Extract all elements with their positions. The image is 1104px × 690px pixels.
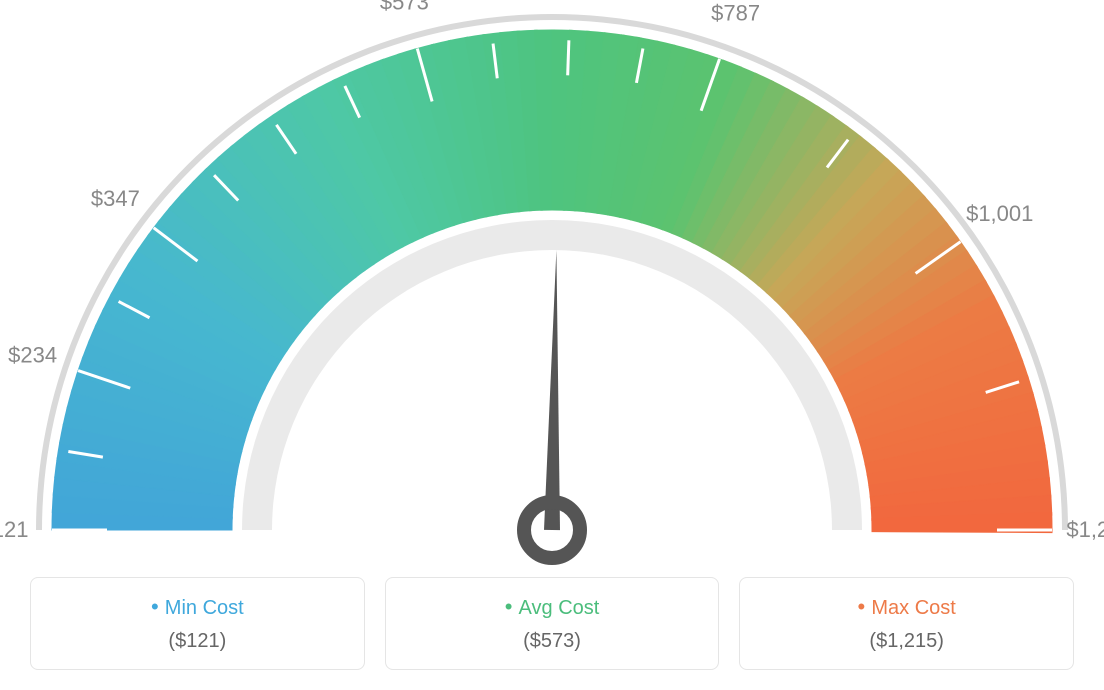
legend-min-card: Min Cost ($121) (30, 577, 365, 670)
legend-row: Min Cost ($121) Avg Cost ($573) Max Cost… (30, 577, 1074, 670)
legend-max-card: Max Cost ($1,215) (739, 577, 1074, 670)
legend-min-value: ($121) (51, 630, 344, 653)
legend-avg-card: Avg Cost ($573) (385, 577, 720, 670)
legend-max-value: ($1,215) (760, 630, 1053, 653)
gauge-tick-label: $347 (91, 186, 140, 211)
gauge-svg: $121 $234 $347 $573 $787 $1,001 $1,215 (0, 0, 1104, 580)
legend-avg-title: Avg Cost (406, 594, 699, 620)
gauge-tick-label: $1,215 (1066, 517, 1104, 542)
gauge-tick-label: $1,001 (966, 201, 1033, 226)
legend-max-title: Max Cost (760, 594, 1053, 620)
gauge-tick-label: $121 (0, 517, 28, 542)
gauge-tick-label: $234 (8, 342, 57, 367)
legend-min-title: Min Cost (51, 594, 344, 620)
gauge-tick-label: $573 (380, 0, 429, 14)
gauge-tick-label: $787 (711, 1, 760, 26)
legend-avg-value: ($573) (406, 630, 699, 653)
cost-gauge: $121 $234 $347 $573 $787 $1,001 $1,215 (0, 0, 1104, 580)
gauge-tick (568, 40, 569, 75)
gauge-needle (544, 250, 560, 530)
